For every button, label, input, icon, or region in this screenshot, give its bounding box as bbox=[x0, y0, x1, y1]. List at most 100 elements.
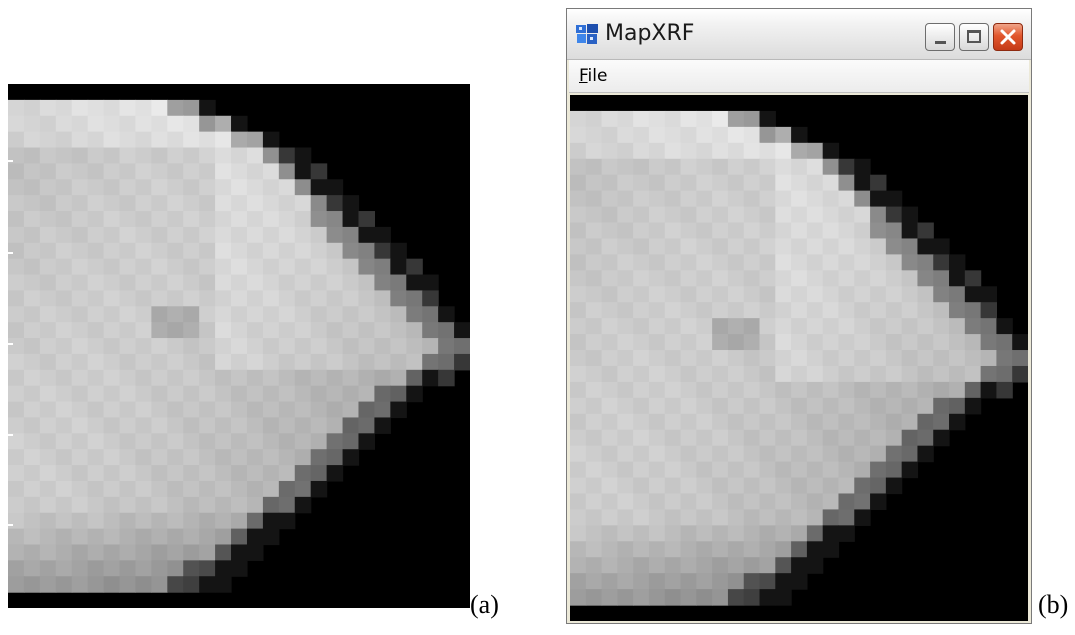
map-pixel bbox=[806, 397, 824, 415]
map-pixel bbox=[601, 429, 618, 447]
map-pixel bbox=[775, 445, 792, 463]
map-pixel bbox=[870, 222, 887, 240]
map-pixel bbox=[633, 174, 650, 192]
map-pixel bbox=[617, 126, 634, 144]
map-pixel bbox=[262, 131, 280, 149]
map-pixel bbox=[712, 206, 729, 224]
map-pixel bbox=[167, 496, 184, 514]
map-pixel bbox=[775, 429, 792, 447]
close-button[interactable] bbox=[993, 23, 1023, 51]
map-pixel bbox=[246, 131, 264, 149]
map-pixel bbox=[570, 413, 587, 431]
map-pixel bbox=[854, 206, 871, 224]
title-bar[interactable]: MapXRF bbox=[567, 9, 1031, 60]
map-pixel bbox=[696, 158, 713, 176]
map-pixel bbox=[438, 338, 455, 355]
map-pixel bbox=[71, 576, 89, 593]
map-pixel bbox=[996, 381, 1013, 399]
mapxrf-window[interactable]: MapXRF File bbox=[566, 8, 1032, 624]
map-pixel bbox=[71, 353, 89, 371]
map-pixel bbox=[167, 131, 184, 149]
map-pixel bbox=[8, 131, 25, 149]
map-pixel bbox=[119, 560, 137, 577]
map-pixel bbox=[854, 286, 871, 303]
map-pixel bbox=[791, 365, 808, 383]
map-pixel bbox=[696, 174, 713, 192]
map-pixel bbox=[246, 528, 264, 546]
map-pixel bbox=[262, 465, 280, 482]
map-pixel bbox=[806, 413, 824, 431]
map-pixel bbox=[199, 226, 216, 244]
map-pixel bbox=[71, 163, 89, 180]
map-pixel bbox=[870, 238, 887, 255]
map-pixel bbox=[151, 576, 168, 593]
map-pixel bbox=[231, 211, 248, 228]
map-pixel bbox=[806, 206, 824, 224]
map-pixel bbox=[854, 381, 871, 399]
map-pixel bbox=[727, 222, 745, 240]
map-pixel bbox=[262, 195, 280, 212]
map-pixel bbox=[633, 206, 650, 224]
map-pixel bbox=[617, 365, 634, 383]
map-pixel bbox=[358, 369, 376, 387]
map-pixel bbox=[39, 449, 57, 466]
map-pixel bbox=[246, 417, 264, 434]
map-pixel bbox=[294, 338, 312, 355]
map-pixel bbox=[759, 381, 776, 399]
map-pixel bbox=[55, 528, 73, 546]
map-pixel bbox=[422, 290, 439, 307]
map-pixel bbox=[570, 126, 587, 144]
map-pixel bbox=[246, 369, 264, 387]
map-pixel bbox=[119, 369, 137, 387]
map-pixel bbox=[71, 226, 89, 244]
map-pixel bbox=[806, 286, 824, 303]
map-pixel bbox=[390, 353, 407, 371]
map-pixel bbox=[167, 465, 184, 482]
map-pixel bbox=[838, 174, 855, 192]
map-pixel bbox=[167, 274, 184, 292]
map-pixel bbox=[167, 480, 184, 498]
map-pixel bbox=[617, 445, 634, 463]
map-pixel bbox=[680, 190, 697, 208]
map-pixel bbox=[278, 211, 296, 228]
map-pixel bbox=[791, 461, 808, 479]
map-pixel bbox=[664, 461, 682, 479]
map-pixel bbox=[680, 445, 697, 463]
map-pixel bbox=[680, 461, 697, 479]
map-pixel bbox=[601, 206, 618, 224]
map-pixel bbox=[151, 226, 168, 244]
menu-item-file[interactable]: File bbox=[577, 66, 609, 86]
map-pixel bbox=[183, 226, 200, 244]
map-pixel bbox=[648, 381, 666, 399]
map-pixel bbox=[167, 226, 184, 244]
map-pixel bbox=[55, 512, 73, 530]
map-pixel bbox=[743, 509, 761, 526]
map-pixel bbox=[775, 350, 792, 367]
map-pixel bbox=[167, 290, 184, 307]
map-pixel bbox=[199, 163, 216, 180]
map-pixel bbox=[933, 318, 950, 335]
map-pixel bbox=[342, 258, 360, 276]
minimize-button[interactable] bbox=[925, 23, 955, 51]
map-pixel bbox=[601, 477, 618, 495]
map-pixel bbox=[791, 350, 808, 367]
map-pixel bbox=[712, 174, 729, 192]
map-pixel bbox=[854, 413, 871, 431]
map-pixel bbox=[167, 353, 184, 371]
map-pixel bbox=[103, 115, 121, 133]
map-pixel bbox=[87, 480, 105, 498]
maximize-button[interactable] bbox=[959, 23, 989, 51]
map-pixel bbox=[167, 528, 184, 546]
map-pixel bbox=[806, 302, 824, 319]
map-pixel bbox=[310, 322, 328, 339]
map-pixel bbox=[633, 573, 650, 590]
map-pixel bbox=[727, 174, 745, 192]
map-pixel bbox=[310, 179, 328, 196]
map-pixel bbox=[167, 258, 184, 276]
map-pixel bbox=[215, 496, 232, 514]
map-pixel bbox=[55, 99, 73, 117]
map-pixel bbox=[231, 449, 248, 466]
map-pixel bbox=[119, 99, 137, 117]
map-pixel bbox=[262, 496, 280, 514]
map-pixel bbox=[680, 573, 697, 590]
